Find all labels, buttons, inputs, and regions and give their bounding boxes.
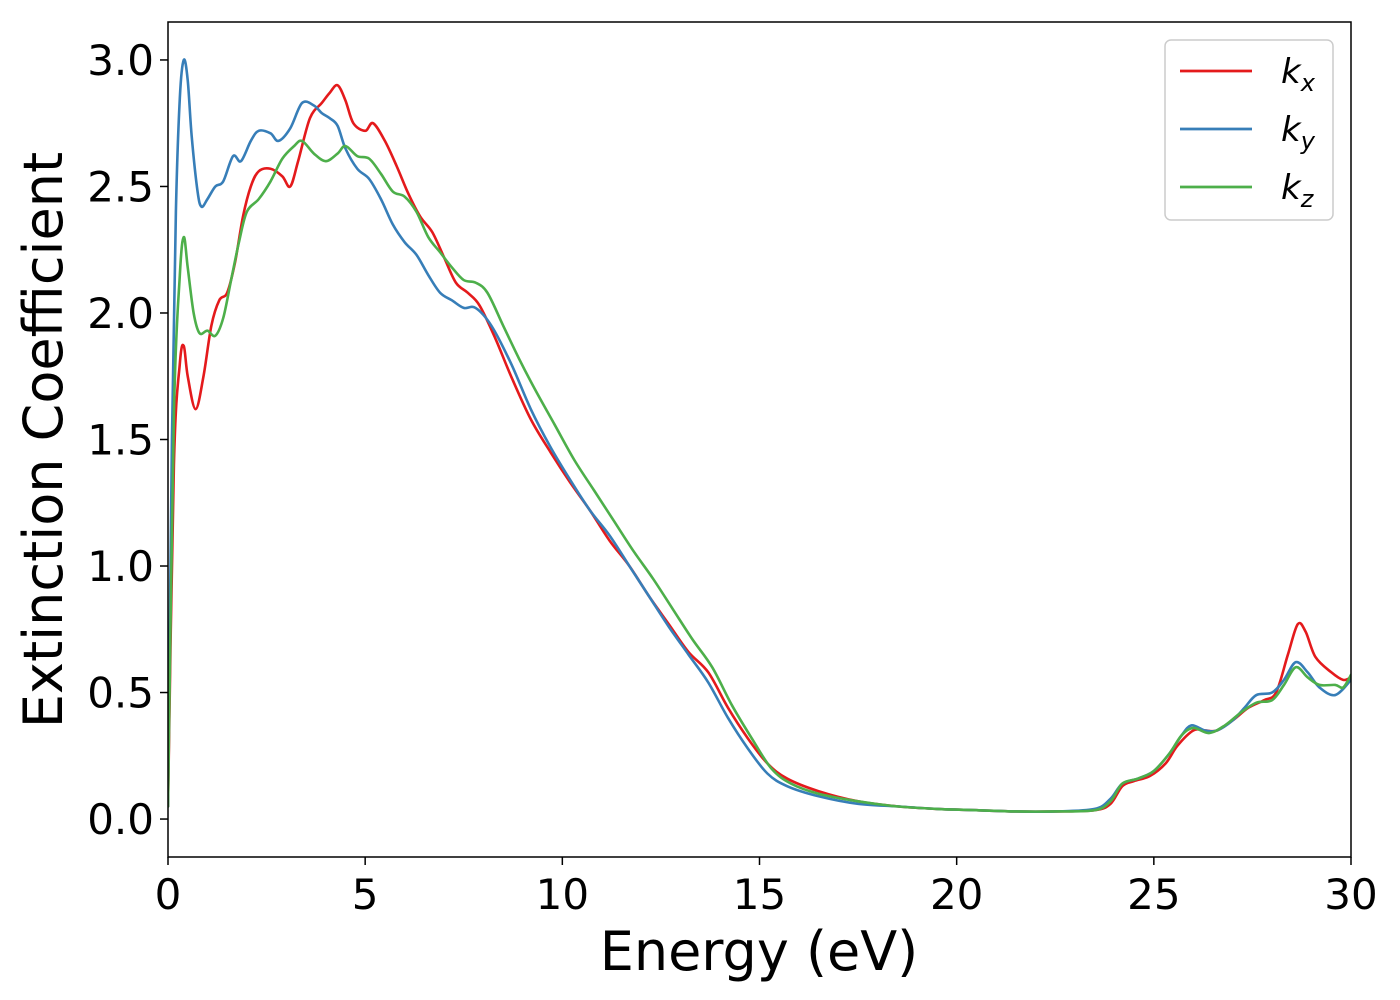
y-tick-label: 2.0 bbox=[87, 289, 154, 338]
series-line-k-z bbox=[168, 139, 1351, 813]
y-axis-title: Extinction Coefficient bbox=[12, 152, 75, 728]
x-tick-label: 30 bbox=[1324, 870, 1377, 919]
x-tick-label: 20 bbox=[930, 870, 983, 919]
x-tick-label: 25 bbox=[1127, 870, 1180, 919]
y-tick-label: 1.5 bbox=[87, 416, 154, 465]
y-tick-label: 1.0 bbox=[87, 542, 154, 591]
y-tick-label: 0.5 bbox=[87, 669, 154, 718]
y-tick-label: 2.5 bbox=[87, 162, 154, 211]
x-tick-label: 5 bbox=[352, 870, 379, 919]
y-tick-label: 3.0 bbox=[87, 36, 154, 85]
y-axis: 0.0 0.5 1.0 1.5 2.0 2.5 3.0 bbox=[87, 36, 168, 844]
legend-label-k-z: kz bbox=[1281, 168, 1315, 213]
series-line-k-x bbox=[168, 83, 1351, 813]
x-tick-label: 15 bbox=[733, 870, 786, 919]
x-tick-label: 10 bbox=[536, 870, 589, 919]
x-tick-label: 0 bbox=[155, 870, 182, 919]
y-tick-label: 0.0 bbox=[87, 795, 154, 844]
x-axis-title: Energy (eV) bbox=[600, 920, 919, 983]
series-layer bbox=[168, 58, 1351, 813]
x-axis: 0 5 10 15 20 25 30 bbox=[155, 857, 1378, 919]
